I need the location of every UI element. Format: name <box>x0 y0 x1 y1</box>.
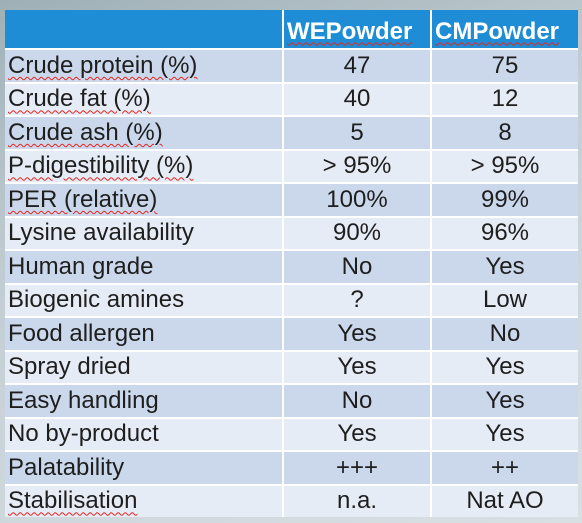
cmpowder-value: No <box>432 318 578 350</box>
header-label-wepowder: WEPowder <box>287 17 413 45</box>
table-row-no-by-product: No by-product Yes Yes <box>5 418 578 450</box>
header-cell-wepowder: WEPowder <box>284 10 430 48</box>
row-label-text: Biogenic amines <box>8 286 185 314</box>
table-row-stabilisation: Stabilisation n.a. Nat AO <box>5 485 578 517</box>
wepowder-value: 100% <box>284 184 430 216</box>
row-label-text: Spray dried <box>8 353 131 381</box>
table-row-human-grade: Human grade No Yes <box>5 251 578 283</box>
table-row-palatability: Palatability +++ ++ <box>5 452 578 484</box>
cmpowder-value: > 95% <box>432 150 578 182</box>
row-label: Biogenic amines <box>5 284 282 316</box>
wepowder-value: Yes <box>284 351 430 383</box>
row-label: No by-product <box>5 418 282 450</box>
row-label-text: Stabilisation <box>8 487 138 515</box>
wepowder-value: No <box>284 385 430 417</box>
table-header-row: WEPowder CMPowder <box>5 10 578 48</box>
wepowder-value: > 95% <box>284 150 430 182</box>
row-label: Palatability <box>5 452 282 484</box>
wepowder-value: ? <box>284 284 430 316</box>
row-label-text: Lysine availability <box>8 219 194 247</box>
wepowder-value: 47 <box>284 50 430 82</box>
row-label: Lysine availability <box>5 217 282 249</box>
wepowder-value: 5 <box>284 117 430 149</box>
wepowder-value: Yes <box>284 318 430 350</box>
cmpowder-value: 75 <box>432 50 578 82</box>
comparison-table: WEPowder CMPowder Crude protein (%) 47 7… <box>5 10 578 517</box>
cmpowder-value: Yes <box>432 251 578 283</box>
cmpowder-value: Yes <box>432 385 578 417</box>
row-label: Easy handling <box>5 385 282 417</box>
row-label: Crude fat (%) <box>5 83 282 115</box>
row-label: PER (relative) <box>5 184 282 216</box>
table-row-crude-fat: Crude fat (%) 40 12 <box>5 83 578 115</box>
wepowder-value: No <box>284 251 430 283</box>
table-row-crude-ash: Crude ash (%) 5 8 <box>5 117 578 149</box>
row-label: Food allergen <box>5 318 282 350</box>
row-label: Crude ash (%) <box>5 117 282 149</box>
table-row-biogenic-amines: Biogenic amines ? Low <box>5 284 578 316</box>
row-label-text: Crude protein (%) <box>8 51 198 79</box>
wepowder-value: Yes <box>284 418 430 450</box>
table-row-per-relative: PER (relative) 100% 99% <box>5 184 578 216</box>
cmpowder-value: 12 <box>432 83 578 115</box>
row-label: Stabilisation <box>5 485 282 517</box>
row-label: Spray dried <box>5 351 282 383</box>
cmpowder-value: ++ <box>432 452 578 484</box>
row-label-text: P-digestibility (%) <box>8 152 194 180</box>
table-row-easy-handling: Easy handling No Yes <box>5 385 578 417</box>
header-label-cmpowder: CMPowder <box>435 17 560 45</box>
table-row-p-digestibility: P-digestibility (%) > 95% > 95% <box>5 150 578 182</box>
row-label-text: No by-product <box>8 420 159 448</box>
table-row-crude-protein: Crude protein (%) 47 75 <box>5 50 578 82</box>
row-label-text: Palatability <box>8 453 125 481</box>
row-label-text: Easy handling <box>8 386 159 414</box>
cmpowder-value: 8 <box>432 117 578 149</box>
row-label: Crude protein (%) <box>5 50 282 82</box>
wepowder-value: 90% <box>284 217 430 249</box>
row-label-text: PER (relative) <box>8 185 158 213</box>
cmpowder-value: Low <box>432 284 578 316</box>
row-label-text: Crude fat (%) <box>8 85 151 113</box>
cmpowder-value: 96% <box>432 217 578 249</box>
table-row-spray-dried: Spray dried Yes Yes <box>5 351 578 383</box>
header-cell-cmpowder: CMPowder <box>432 10 578 48</box>
header-corner-cell <box>5 10 282 48</box>
row-label-text: Human grade <box>8 252 154 280</box>
row-label-text: Food allergen <box>8 319 155 347</box>
row-label-text: Crude ash (%) <box>8 118 163 146</box>
cmpowder-value: Yes <box>432 418 578 450</box>
cmpowder-value: 99% <box>432 184 578 216</box>
wepowder-value: +++ <box>284 452 430 484</box>
table-row-food-allergen: Food allergen Yes No <box>5 318 578 350</box>
wepowder-value: n.a. <box>284 485 430 517</box>
table-row-lysine-availability: Lysine availability 90% 96% <box>5 217 578 249</box>
row-label: P-digestibility (%) <box>5 150 282 182</box>
wepowder-value: 40 <box>284 83 430 115</box>
cmpowder-value: Yes <box>432 351 578 383</box>
row-label: Human grade <box>5 251 282 283</box>
cmpowder-value: Nat AO <box>432 485 578 517</box>
